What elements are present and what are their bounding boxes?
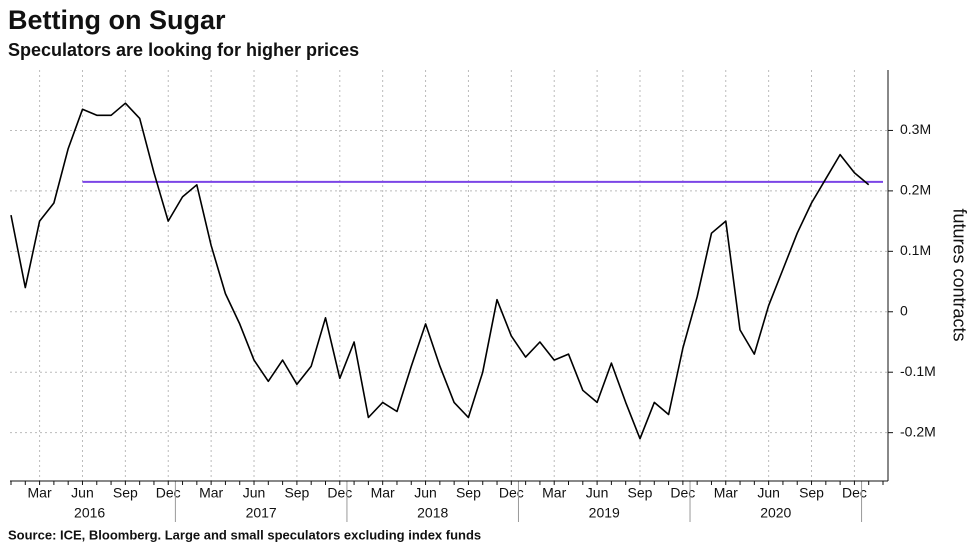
y-tick-label: 0.2M [900, 182, 931, 198]
x-tick-label: Dec [842, 485, 867, 501]
x-tick-label: Dec [156, 485, 181, 501]
year-label: 2018 [417, 505, 448, 521]
y-tick-label: -0.2M [900, 423, 936, 439]
x-tick-label: Jun [414, 485, 437, 501]
x-tick-label: Jun [586, 485, 609, 501]
year-label: 2016 [74, 505, 105, 521]
chart-title: Betting on Sugar [8, 5, 226, 35]
x-tick-label: Dec [499, 485, 524, 501]
x-tick-label: Dec [327, 485, 352, 501]
y-axis-label: futures contracts [949, 208, 969, 341]
y-tick-label: -0.1M [900, 363, 936, 379]
y-tick-label: 0.3M [900, 121, 931, 137]
x-tick-label: Sep [284, 485, 309, 501]
source-note: Source: ICE, Bloomberg. Large and small … [8, 527, 481, 542]
x-tick-label: Jun [757, 485, 780, 501]
chart-subtitle: Speculators are looking for higher price… [8, 40, 359, 60]
y-tick-label: 0.1M [900, 242, 931, 258]
year-label: 2017 [246, 505, 277, 521]
x-tick-label: Mar [371, 485, 395, 501]
x-tick-label: Dec [670, 485, 695, 501]
y-tick-label: 0 [900, 302, 908, 318]
x-tick-label: Mar [199, 485, 223, 501]
x-tick-label: Jun [71, 485, 94, 501]
x-tick-label: Mar [542, 485, 566, 501]
year-label: 2020 [760, 505, 791, 521]
x-tick-label: Sep [456, 485, 481, 501]
x-tick-label: Sep [628, 485, 653, 501]
x-tick-label: Jun [243, 485, 266, 501]
x-tick-label: Mar [714, 485, 738, 501]
x-tick-label: Sep [113, 485, 138, 501]
x-tick-label: Mar [28, 485, 52, 501]
data-line [10, 102, 870, 440]
x-tick-label: Sep [799, 485, 824, 501]
year-label: 2019 [589, 505, 620, 521]
